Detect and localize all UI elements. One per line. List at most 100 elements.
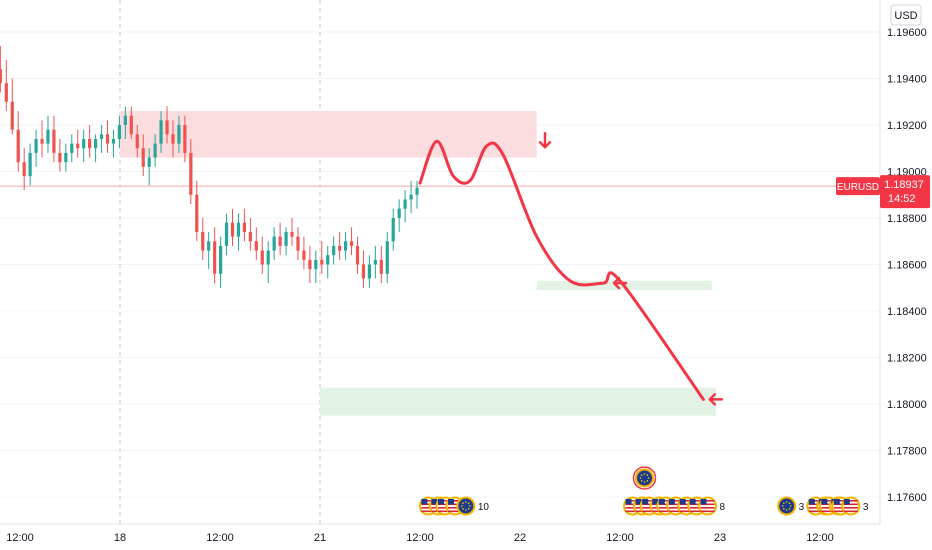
time-tick-label: 23 <box>714 532 726 544</box>
candle-body <box>129 115 133 135</box>
candle-body <box>254 241 258 251</box>
candle-body <box>218 245 223 274</box>
candle-body <box>105 134 110 144</box>
candle-body <box>409 194 413 200</box>
candle-body <box>415 187 419 195</box>
time-tick-label: 12:00 <box>806 532 834 544</box>
candle-body <box>266 250 270 265</box>
candle-body <box>183 125 187 153</box>
currency-text: USD <box>894 10 917 22</box>
candle-body <box>171 134 175 144</box>
time-tick-label: 12:00 <box>606 532 634 544</box>
candle-body <box>76 143 80 149</box>
time-tick-label: 12:00 <box>206 532 234 544</box>
candle-body <box>260 250 264 265</box>
candle-body <box>338 245 342 251</box>
time-tick-label: 12:00 <box>6 532 34 544</box>
candle-body <box>236 222 241 237</box>
candle-body <box>147 157 151 167</box>
event-count: 10 <box>478 502 490 513</box>
candle-body <box>296 236 300 251</box>
candle-body <box>349 241 354 246</box>
candle-body <box>320 259 324 265</box>
candle-body <box>403 199 407 209</box>
symbol-label: EURUSD <box>837 182 879 193</box>
candle-body <box>224 222 229 246</box>
candle-body <box>58 152 62 163</box>
price-tick-label: 1.18600 <box>887 260 927 272</box>
arrow-left <box>612 276 628 290</box>
event-count: 3 <box>799 502 805 513</box>
candle-body <box>284 231 288 246</box>
candle-body <box>123 115 127 125</box>
candle-body <box>99 134 104 139</box>
us-flag-icon[interactable] <box>698 496 717 516</box>
arrow-left <box>708 393 724 406</box>
last-price-value: 1.18937 <box>884 179 924 191</box>
candle-body <box>207 241 211 251</box>
candle-body <box>397 208 401 218</box>
time-tick-label: 18 <box>114 532 126 544</box>
candle-body <box>52 129 56 153</box>
candle-body <box>213 241 217 274</box>
candle-body <box>40 138 44 144</box>
bar-countdown: 14:52 <box>888 193 916 205</box>
event-count: 3 <box>863 502 869 513</box>
candle-body <box>135 134 139 149</box>
price-zones <box>120 111 716 416</box>
candle-body <box>314 259 318 270</box>
candle-body <box>326 255 330 265</box>
supply-zone <box>120 111 537 158</box>
candle-body <box>290 231 294 237</box>
price-axis[interactable]: 1.196001.194001.192001.190001.188001.186… <box>887 27 927 504</box>
currency-label[interactable]: USD <box>890 4 922 26</box>
candlesticks <box>0 45 419 288</box>
candle-body <box>64 152 68 163</box>
economic-events[interactable]: 3105410383523 <box>418 466 869 516</box>
price-tick-label: 1.19600 <box>887 27 927 39</box>
eu-flag-icon[interactable] <box>635 468 654 488</box>
us-flag-icon[interactable] <box>841 496 861 516</box>
price-tick-label: 1.18000 <box>887 399 927 411</box>
event-marker[interactable]: 3 <box>831 496 869 516</box>
event-marker[interactable]: 10 <box>456 496 490 516</box>
candle-body <box>391 218 395 242</box>
candle-body <box>189 152 193 195</box>
price-tick-label: 1.19400 <box>887 74 927 86</box>
candle-body <box>195 194 199 232</box>
candle-body <box>201 231 205 251</box>
grid-lines <box>0 0 880 524</box>
candle-body <box>117 125 122 139</box>
eu-flag-icon[interactable] <box>777 496 797 516</box>
candle-body <box>308 259 312 270</box>
candle-body <box>165 120 169 135</box>
arrow-down <box>538 132 552 149</box>
candle-body <box>28 152 32 177</box>
time-tick-label: 22 <box>514 532 526 544</box>
price-tick-label: 1.18400 <box>887 306 927 318</box>
demand-zone <box>320 387 716 416</box>
candle-body <box>278 236 282 246</box>
candle-body <box>0 69 2 84</box>
candle-body <box>177 125 181 144</box>
event-marker[interactable]: 8 <box>698 496 726 516</box>
candle-body <box>379 259 383 274</box>
projection-path <box>418 139 705 401</box>
candle-body <box>373 259 377 265</box>
candle-body <box>355 245 360 265</box>
price-tick-label: 1.19200 <box>887 120 927 132</box>
candle-body <box>16 129 20 163</box>
candle-body <box>22 162 26 177</box>
candle-body <box>332 245 336 256</box>
time-tick-label: 12:00 <box>406 532 434 544</box>
candle-body <box>46 129 50 144</box>
candle-body <box>242 222 247 232</box>
time-axis[interactable]: 12:00 18 12:00 21 12:00 22 12:00 23 12:00 <box>6 532 834 544</box>
symbol-tag: EURUSD <box>836 177 880 196</box>
event-marker[interactable]: 3 <box>777 496 805 516</box>
candle-body <box>82 138 86 149</box>
candle-body <box>159 120 163 144</box>
eu-flag-icon[interactable] <box>456 496 476 516</box>
candle-body <box>367 264 372 279</box>
